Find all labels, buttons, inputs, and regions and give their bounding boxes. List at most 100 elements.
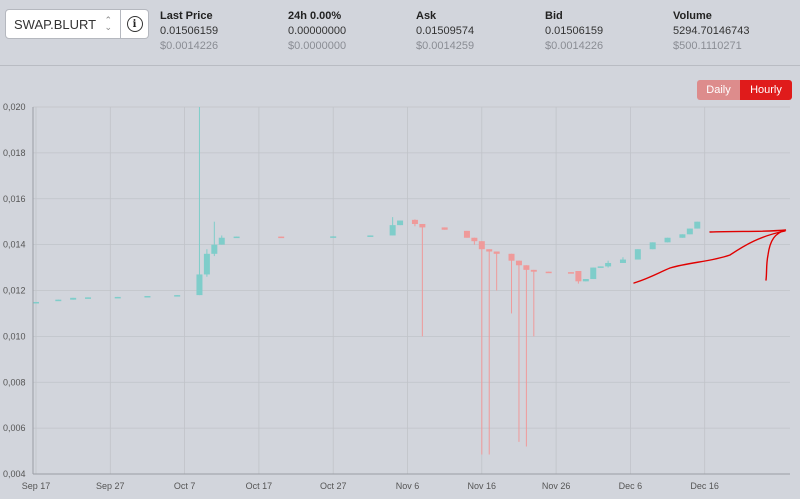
candle	[463, 230, 470, 238]
stat-usd-value: $500.1110271	[673, 40, 742, 52]
x-tick-label: Sep 17	[22, 481, 51, 491]
candle-body	[203, 253, 210, 275]
candle	[174, 295, 181, 297]
candle-body	[397, 220, 404, 226]
candle	[634, 249, 641, 260]
candle	[330, 236, 337, 238]
candle	[397, 220, 404, 226]
candle	[619, 257, 626, 263]
y-tick-label: 0,020	[3, 102, 26, 112]
candle-body	[619, 259, 626, 263]
candle-body	[530, 269, 537, 272]
stat-bid: Bid 0.01506159 $0.0014226	[545, 9, 603, 54]
candle-body	[575, 271, 582, 282]
candle	[523, 265, 530, 447]
candle-body	[471, 237, 478, 242]
y-tick-label: 0,016	[3, 194, 26, 204]
candle	[694, 221, 701, 229]
candle	[211, 221, 218, 257]
candle-body	[144, 296, 151, 298]
candle-body	[233, 236, 240, 239]
candle	[486, 249, 493, 455]
candle-body	[649, 242, 656, 250]
stat-value: 0.00000000	[288, 25, 347, 37]
daily-toggle-button[interactable]: Daily	[697, 80, 740, 100]
candle-body	[278, 236, 285, 239]
candle	[218, 235, 225, 245]
candle	[233, 236, 240, 239]
candle	[55, 299, 62, 302]
candle-body	[679, 234, 686, 238]
chart-axes: 0,004 0,006 0,008 0,010 0,012 0,014 0,016 0,018…	[3, 102, 790, 491]
stat-value: 0.01506159	[545, 25, 604, 37]
chart-candles	[33, 107, 701, 455]
candle-body	[582, 279, 589, 282]
candle	[605, 260, 612, 268]
stat-label: Volume	[673, 10, 712, 22]
x-tick-label: Dec 16	[690, 481, 719, 491]
stat-ask: Ask 0.01509574 $0.0014259	[416, 9, 474, 54]
candle	[411, 219, 418, 227]
candle-body	[694, 221, 701, 229]
candle-body	[33, 301, 39, 304]
candle	[530, 269, 537, 337]
candle	[478, 241, 485, 455]
stat-usd-value: $0.0014226	[545, 40, 604, 52]
candle	[567, 272, 574, 274]
candle-body	[515, 260, 522, 266]
candle-body	[545, 271, 552, 274]
stat-label: Last Price	[160, 10, 213, 22]
hourly-toggle-button[interactable]: Hourly	[740, 80, 792, 100]
stat-value: 0.01506159	[160, 25, 219, 37]
y-tick-label: 0,004	[3, 469, 26, 479]
info-icon: i	[126, 16, 143, 32]
candle	[203, 249, 210, 277]
candle-body	[664, 237, 671, 243]
candle	[515, 260, 522, 442]
candle	[196, 107, 203, 296]
candle	[575, 271, 582, 284]
stat-label: 24h 0.00%	[288, 10, 342, 22]
candle	[590, 267, 597, 280]
candle	[389, 217, 396, 236]
chevron-updown-icon: ⌃ ⌄	[104, 15, 112, 32]
y-tick-label: 0,014	[3, 240, 26, 250]
candle	[686, 228, 693, 235]
info-button[interactable]: i	[121, 9, 149, 39]
candle-body	[211, 244, 218, 254]
candle	[419, 223, 426, 337]
stat-usd-value: $0.0014226	[160, 40, 219, 52]
candle-body	[523, 265, 530, 270]
candle-body	[605, 262, 612, 267]
candle	[679, 234, 686, 238]
candle-body	[389, 225, 396, 236]
candle-body	[174, 295, 181, 297]
header-divider	[0, 65, 800, 66]
candle-body	[330, 236, 337, 238]
candle-body	[686, 228, 693, 235]
candle	[664, 237, 671, 243]
hand-drawn-annotation	[633, 229, 787, 284]
candle	[441, 227, 448, 230]
y-tick-label: 0,008	[3, 377, 26, 387]
candle	[278, 236, 285, 239]
candle-body	[486, 249, 493, 252]
y-tick-label: 0,010	[3, 331, 26, 341]
stat-label: Ask	[416, 10, 437, 22]
candle-body	[567, 272, 574, 274]
candle-body	[590, 267, 597, 280]
candle	[545, 271, 552, 274]
candle-body	[196, 274, 203, 296]
candle-body	[411, 219, 418, 224]
candle-body	[114, 296, 121, 299]
candle-body	[493, 251, 500, 254]
symbol-select[interactable]: SWAP.BLURT ⌃ ⌄	[5, 9, 121, 39]
x-tick-label: Oct 7	[174, 481, 196, 491]
candle-body	[463, 230, 470, 238]
candle-body	[441, 227, 448, 230]
x-tick-label: Oct 17	[246, 481, 273, 491]
chart-grid	[33, 106, 790, 475]
candle-body	[70, 297, 77, 300]
stat-value: 5294.70146743	[673, 25, 750, 37]
